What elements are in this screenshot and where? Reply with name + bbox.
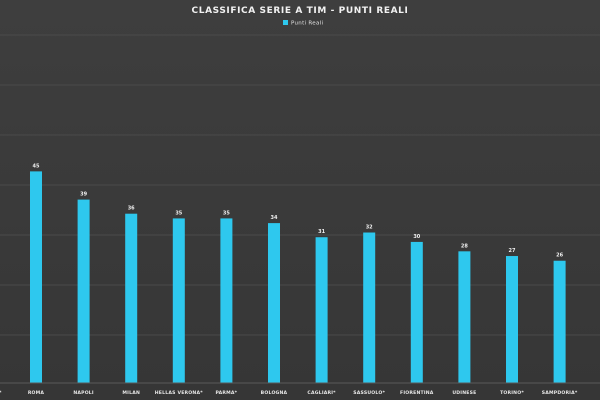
- tick-label-fiorentina: FIORENTINA: [400, 390, 434, 396]
- tick-label-roma: ROMA: [28, 390, 45, 396]
- bar-napoli: [77, 199, 90, 383]
- bar-sassuolo: [363, 232, 376, 383]
- data-label-udinese: 28: [461, 243, 468, 249]
- tick-label-parma: PARMA*: [216, 390, 238, 396]
- cropped-tick-mark: *: [0, 390, 2, 396]
- bar-milan: [125, 213, 138, 383]
- x-axis-tick-labels: ROMA NAPOLI MILAN HELLAS VERONA* PARMA* BOLOG…: [28, 390, 578, 396]
- legend: Punti Reali: [283, 20, 323, 27]
- data-label-torino: 27: [509, 248, 516, 254]
- bar-hellas-verona: [172, 218, 185, 383]
- tick-label-cagliari: CAGLIARI*: [307, 390, 336, 396]
- data-label-parma: 35: [223, 210, 230, 216]
- bar-fiorentina: [410, 241, 423, 383]
- tick-label-hellas-verona: HELLAS VERONA*: [155, 390, 203, 396]
- bar-roma: [30, 171, 42, 383]
- bar-torino: [506, 256, 518, 383]
- data-label-milan: 36: [128, 206, 135, 212]
- data-label-bologna: 34: [271, 215, 278, 221]
- data-label-sampdoria: 26: [556, 253, 563, 259]
- bar-parma: [220, 218, 233, 383]
- tick-label-torino: TORINO*: [500, 390, 524, 396]
- data-label-napoli: 39: [80, 192, 87, 198]
- tick-label-sassuolo: SASSUOLO*: [353, 390, 385, 396]
- data-labels: 45 39 36 35 35 34 31 32 30 28 27 26: [33, 163, 564, 258]
- data-label-sassuolo: 32: [366, 225, 373, 231]
- bar-bologna: [268, 223, 280, 383]
- tick-label-sampdoria: SAMPDORIA*: [542, 390, 578, 396]
- tick-label-milan: MILAN: [122, 390, 140, 396]
- gridlines: [0, 34, 600, 336]
- bars: [30, 171, 566, 383]
- data-label-cagliari: 31: [318, 229, 325, 235]
- data-label-fiorentina: 30: [413, 234, 420, 240]
- legend-entry-punti-reali: Punti Reali: [291, 21, 323, 27]
- legend-swatch: [283, 20, 288, 25]
- bar-sampdoria: [553, 260, 566, 383]
- data-label-roma: 45: [33, 163, 40, 169]
- data-label-hellas-verona: 35: [175, 210, 182, 216]
- tick-label-napoli: NAPOLI: [73, 390, 94, 396]
- chart-title: CLASSIFICA SERIE A TIM - PUNTI REALI: [192, 6, 409, 16]
- bar-cagliari: [315, 237, 328, 383]
- tick-label-bologna: BOLOGNA: [261, 390, 288, 396]
- bar-udinese: [458, 251, 471, 383]
- tick-label-udinese: UDINESE: [452, 390, 476, 396]
